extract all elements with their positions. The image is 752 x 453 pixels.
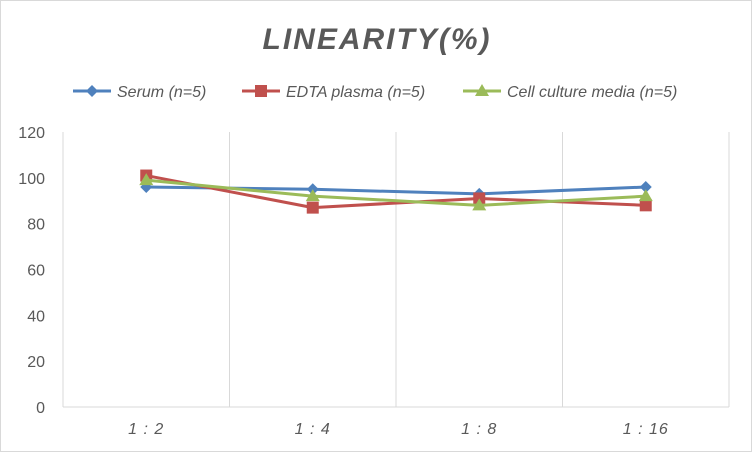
- data-point: [639, 199, 652, 212]
- data-point: [639, 181, 652, 193]
- x-tick-label: 1 : 2: [128, 421, 164, 438]
- legend-marker: [475, 84, 489, 96]
- x-tick-label: 1 : 4: [295, 421, 331, 438]
- data-point: [306, 201, 319, 214]
- data-point: [139, 173, 154, 186]
- y-tick-label: 20: [27, 354, 45, 371]
- legend-item: EDTA plasma (n=5): [242, 84, 425, 101]
- x-tick-label: 1 : 16: [623, 421, 669, 438]
- data-point: [638, 189, 653, 202]
- gridlines: [62, 132, 730, 407]
- y-tick-label: 0: [36, 400, 45, 417]
- legend-marker: [86, 85, 98, 97]
- data-point: [305, 189, 320, 202]
- y-tick-label: 40: [27, 308, 45, 325]
- legend-label: Serum (n=5): [117, 84, 206, 101]
- y-axis-ticks: 0 20 40 60 80 100 120: [18, 125, 45, 417]
- chart-title: LINEARITY(%): [263, 23, 492, 56]
- legend-label: Cell culture media (n=5): [507, 84, 677, 101]
- data-point: [472, 198, 487, 211]
- y-tick-label: 100: [18, 171, 45, 188]
- series: [139, 173, 653, 211]
- y-tick-label: 120: [18, 125, 45, 142]
- legend: Serum (n=5) EDTA plasma (n=5) Cell culture…: [73, 84, 677, 101]
- legend-label: EDTA plasma (n=5): [286, 84, 425, 101]
- legend-item: Serum (n=5): [73, 84, 206, 101]
- legend-item: Cell culture media (n=5): [463, 84, 677, 101]
- legend-marker: [255, 85, 267, 97]
- y-tick-label: 80: [27, 217, 45, 234]
- series-group: [139, 169, 653, 214]
- y-tick-label: 60: [27, 263, 45, 280]
- x-axis-ticks: 1 : 2 1 : 4 1 : 8 1 : 16: [128, 421, 669, 438]
- x-tick-label: 1 : 8: [461, 421, 497, 438]
- series-line: [146, 178, 646, 207]
